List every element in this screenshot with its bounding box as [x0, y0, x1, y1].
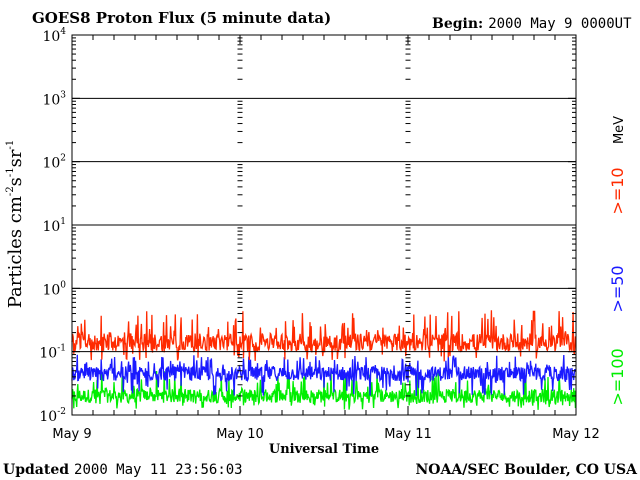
- begin-value: 2000 May 9 0000UT: [488, 16, 632, 32]
- legend-series-ge10: >=10: [608, 167, 627, 214]
- y-tick-exponent: 3: [60, 90, 66, 100]
- y-label-sup2: -1: [5, 167, 16, 177]
- y-tick-exponent: 1: [60, 217, 66, 227]
- y-tick-label: 104: [42, 27, 66, 45]
- y-tick-label: 10-2: [39, 407, 66, 425]
- x-tick-label: May 11: [384, 427, 432, 442]
- y-tick-exponent: 0: [60, 280, 66, 290]
- x-tick-label: May 9: [52, 427, 91, 442]
- tick-layer: [71, 35, 577, 416]
- updated-time: Updated 2000 May 11 23:56:03: [3, 462, 243, 478]
- x-axis-label: Universal Time: [269, 442, 379, 457]
- y-tick-base: 10: [39, 346, 57, 362]
- y-label-s: s: [5, 177, 26, 186]
- y-tick-exponent: 2: [60, 154, 66, 164]
- y-label-sr: sr: [5, 149, 26, 167]
- y-tick-exponent: 4: [60, 27, 66, 37]
- series-line-2: [71, 370, 577, 410]
- y-tick-base: 10: [42, 219, 60, 235]
- chart-title: GOES8 Proton Flux (5 minute data): [32, 9, 331, 27]
- y-tick-label: 100: [42, 280, 66, 298]
- series-layer: [71, 310, 577, 410]
- y-label-sup3: -1: [5, 140, 16, 150]
- data-source: NOAA/SEC Boulder, CO USA: [416, 462, 639, 478]
- y-tick-label: 103: [42, 90, 66, 108]
- y-axis-label: Particles cm-2s-1sr-1: [5, 140, 26, 309]
- x-tick-label: May 10: [216, 427, 264, 442]
- y-tick-base: 10: [39, 409, 57, 425]
- x-tick-label: May 12: [552, 427, 600, 442]
- grid-layer: [72, 97, 576, 353]
- legend-series-ge100: >=100: [608, 348, 627, 405]
- y-label-main: Particles cm: [5, 196, 26, 308]
- series-line-0: [71, 310, 577, 362]
- y-tick-base: 10: [42, 156, 60, 172]
- y-tick-exponent: -2: [57, 407, 66, 417]
- updated-value: 2000 May 11 23:56:03: [74, 462, 243, 478]
- legend-unit-mev: MeV: [612, 116, 627, 144]
- begin-label: Begin:: [432, 16, 483, 32]
- y-tick-base: 10: [42, 29, 60, 45]
- begin-time: Begin: 2000 May 9 0000UT: [432, 16, 632, 32]
- y-tick-exponent: -1: [57, 344, 66, 354]
- y-tick-label: 10-1: [39, 344, 66, 362]
- y-tick-label: 102: [42, 154, 66, 172]
- y-tick-base: 10: [42, 92, 60, 108]
- y-label-sup1: -2: [5, 186, 16, 196]
- y-tick-label: 101: [42, 217, 66, 235]
- series-line-1: [71, 354, 577, 396]
- y-tick-base: 10: [42, 282, 60, 298]
- legend-series-ge50: >=50: [608, 265, 627, 312]
- x-tick-labels: May 9 May 10 May 11 May 12: [52, 427, 599, 442]
- updated-label: Updated: [3, 462, 69, 478]
